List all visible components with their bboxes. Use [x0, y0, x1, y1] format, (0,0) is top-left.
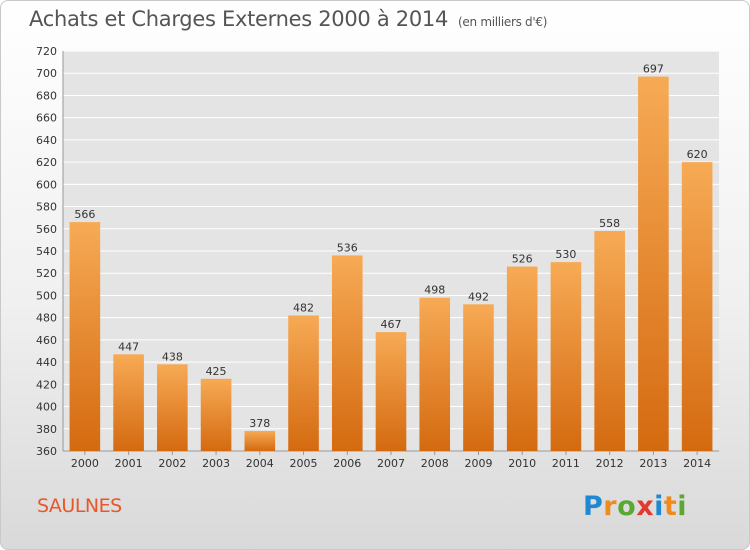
bar	[331, 255, 363, 451]
bar	[200, 378, 232, 451]
data-label: 378	[249, 417, 270, 430]
data-label: 620	[687, 148, 708, 161]
y-tick-label: 620	[36, 156, 57, 169]
y-tick-label: 680	[36, 89, 57, 102]
x-tick-label: 2011	[552, 457, 580, 470]
y-tick-label: 440	[36, 356, 57, 369]
x-tick-label: 2014	[683, 457, 711, 470]
y-tick-label: 640	[36, 134, 57, 147]
bar	[375, 332, 407, 451]
x-tick-label: 2008	[421, 457, 449, 470]
x-tick-label: 2012	[596, 457, 624, 470]
x-tick-label: 2010	[508, 457, 536, 470]
data-label: 558	[599, 217, 620, 230]
data-label: 438	[162, 350, 183, 363]
y-tick-label: 460	[36, 334, 57, 347]
y-tick-label: 720	[36, 45, 57, 58]
y-tick-label: 360	[36, 445, 57, 458]
logo-letter: i	[654, 491, 664, 522]
chart-title: Achats et Charges Externes 2000 à 2014 (e…	[29, 7, 547, 31]
x-tick-label: 2009	[464, 457, 492, 470]
x-tick-label: 2007	[377, 457, 405, 470]
x-tick-label: 2006	[333, 457, 361, 470]
y-tick-label: 700	[36, 67, 57, 80]
y-tick-label: 500	[36, 289, 57, 302]
x-tick-label: 2001	[115, 457, 143, 470]
y-tick-label: 560	[36, 223, 57, 236]
y-tick-label: 580	[36, 201, 57, 214]
y-tick-label: 540	[36, 245, 57, 258]
data-label: 536	[337, 241, 358, 254]
bar	[463, 304, 494, 451]
x-tick-label: 2013	[639, 457, 667, 470]
data-label: 467	[381, 318, 402, 331]
logo-letter: t	[663, 491, 678, 522]
y-tick-label: 660	[36, 112, 57, 125]
y-tick-label: 380	[36, 423, 57, 436]
logo-letter: o	[617, 491, 637, 522]
logo-letter: r	[603, 491, 618, 522]
data-label: 447	[118, 340, 139, 353]
bar	[244, 431, 276, 451]
y-tick-label: 480	[36, 312, 57, 325]
bar	[638, 76, 669, 452]
logo-letter: P	[583, 491, 604, 522]
bar	[157, 364, 188, 451]
commune-name: SAULNES	[37, 495, 122, 517]
bar	[550, 262, 582, 451]
data-label: 566	[74, 208, 95, 221]
data-label: 526	[512, 253, 533, 266]
data-label: 697	[643, 63, 664, 76]
data-label: 482	[293, 301, 314, 314]
y-tick-label: 600	[36, 178, 57, 191]
title-unit: (en milliers d'€)	[458, 15, 548, 29]
data-label: 530	[555, 248, 576, 261]
bar	[594, 231, 625, 451]
x-tick-label: 2005	[290, 457, 318, 470]
x-tick-label: 2004	[246, 457, 274, 470]
x-tick-label: 2002	[158, 457, 186, 470]
x-tick-label: 2003	[202, 457, 230, 470]
logo-letter: i	[677, 491, 688, 522]
title-text: Achats et Charges Externes 2000 à 2014	[29, 7, 449, 31]
bar	[69, 222, 101, 451]
data-label: 498	[424, 284, 445, 297]
bar	[681, 162, 713, 451]
bar	[113, 354, 144, 451]
y-tick-label: 400	[36, 401, 57, 414]
y-tick-label: 420	[36, 378, 57, 391]
bar	[419, 297, 451, 451]
x-tick-label: 2000	[71, 457, 99, 470]
bar	[506, 266, 538, 451]
y-tick-label: 520	[36, 267, 57, 280]
logo-letter: x	[636, 491, 655, 522]
data-label: 492	[468, 290, 489, 303]
bar	[288, 315, 319, 451]
data-label: 425	[206, 365, 227, 378]
proxiti-logo: Proxiti	[583, 491, 687, 522]
